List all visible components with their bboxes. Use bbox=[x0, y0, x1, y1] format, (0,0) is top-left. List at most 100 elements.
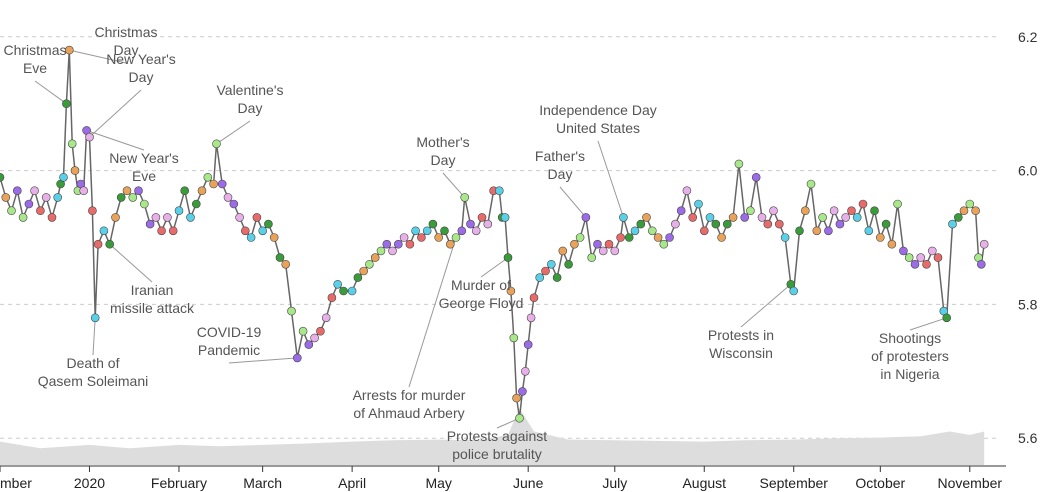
annotation-line: Day bbox=[238, 100, 263, 116]
annotation-label: Murder of George Floyd bbox=[439, 277, 524, 311]
data-point bbox=[789, 286, 799, 296]
data-point bbox=[564, 259, 573, 269]
annotation-line: Wisconsin bbox=[709, 345, 773, 361]
annotation-leader bbox=[34, 80, 67, 105]
annotation-line: Day bbox=[548, 166, 573, 182]
data-point bbox=[370, 253, 380, 262]
data-point bbox=[959, 206, 969, 215]
data-point bbox=[174, 206, 184, 215]
data-point bbox=[722, 219, 732, 229]
data-point bbox=[881, 219, 891, 229]
x-tick-label: March bbox=[243, 475, 282, 491]
data-point bbox=[552, 273, 562, 282]
data-point bbox=[440, 226, 449, 236]
data-point bbox=[581, 213, 591, 222]
data-point bbox=[818, 213, 827, 222]
data-point bbox=[90, 313, 100, 323]
annotation-line: Iranian bbox=[131, 282, 174, 298]
data-point bbox=[140, 199, 149, 209]
data-point bbox=[835, 219, 845, 229]
data-point bbox=[976, 259, 986, 269]
annotation-line: Protests in bbox=[708, 327, 774, 343]
data-point bbox=[269, 233, 279, 242]
data-point bbox=[870, 206, 879, 215]
data-point bbox=[619, 213, 628, 222]
annotation-label: Mother's Day bbox=[416, 134, 469, 168]
annotation-line: Eve bbox=[23, 60, 47, 76]
x-tick-label: 2020 bbox=[74, 475, 105, 491]
annotation-leader bbox=[92, 317, 96, 356]
x-tick-label: June bbox=[513, 475, 544, 491]
data-point bbox=[382, 239, 392, 249]
data-point bbox=[457, 226, 467, 236]
annotation-line: Mother's bbox=[416, 134, 469, 150]
data-point bbox=[333, 279, 343, 289]
x-axis-ticks: mber 2020 February March April May June July Aug… bbox=[0, 465, 1006, 491]
data-point bbox=[47, 213, 57, 222]
data-point bbox=[209, 179, 218, 189]
volume-area-layer bbox=[0, 408, 985, 465]
x-tick-label: July bbox=[602, 475, 627, 491]
data-point bbox=[757, 213, 767, 222]
data-point bbox=[275, 253, 285, 262]
data-point bbox=[88, 206, 97, 215]
data-point bbox=[252, 213, 262, 222]
annotation-label: COVID-19 Pandemic bbox=[197, 324, 262, 358]
annotation-leader bbox=[89, 89, 142, 138]
data-point bbox=[223, 193, 233, 202]
data-point bbox=[163, 213, 172, 222]
data-point bbox=[393, 239, 403, 249]
data-point bbox=[526, 313, 536, 323]
data-point bbox=[151, 213, 161, 222]
annotation-label: Iranian missile attack bbox=[110, 282, 195, 316]
annotation-leader bbox=[480, 257, 509, 278]
annotation-leader bbox=[442, 172, 466, 198]
annotation-leader bbox=[69, 49, 127, 64]
data-point bbox=[18, 213, 28, 222]
data-point bbox=[471, 226, 481, 236]
data-point bbox=[405, 239, 415, 249]
annotation-label: New Year's Day bbox=[106, 51, 176, 85]
data-point bbox=[105, 239, 114, 249]
data-point bbox=[728, 213, 738, 222]
data-point bbox=[676, 206, 686, 215]
data-point bbox=[971, 206, 980, 215]
data-point bbox=[806, 179, 816, 189]
annotation-line: Shootings bbox=[879, 330, 941, 346]
data-point bbox=[541, 266, 550, 276]
data-point bbox=[763, 219, 773, 229]
annotation-label: Father's Day bbox=[535, 148, 585, 182]
data-point bbox=[434, 233, 444, 242]
data-point bbox=[246, 233, 256, 242]
data-point bbox=[180, 186, 189, 195]
data-point bbox=[575, 233, 585, 242]
annotation-leader bbox=[109, 243, 153, 283]
series-line-layer bbox=[0, 50, 985, 419]
x-tick-label: November bbox=[937, 475, 1002, 491]
data-point bbox=[192, 199, 201, 209]
data-point bbox=[235, 213, 244, 222]
data-point bbox=[24, 199, 34, 209]
data-point bbox=[642, 213, 651, 222]
data-point bbox=[445, 239, 455, 249]
data-point bbox=[506, 286, 516, 296]
data-point bbox=[512, 393, 521, 403]
data-point bbox=[116, 193, 126, 202]
data-point bbox=[774, 219, 784, 229]
data-point bbox=[347, 286, 357, 296]
data-point bbox=[610, 246, 620, 256]
data-point bbox=[518, 387, 527, 396]
data-point bbox=[852, 213, 862, 222]
data-point bbox=[523, 340, 533, 349]
data-point bbox=[529, 293, 539, 303]
data-point bbox=[740, 213, 750, 222]
data-point bbox=[477, 213, 487, 222]
annotation-label: Independence Day United States bbox=[539, 102, 657, 136]
annotation-line: George Floyd bbox=[439, 295, 524, 311]
data-point bbox=[93, 239, 103, 249]
annotation-line: Murder of bbox=[451, 277, 511, 293]
data-point bbox=[587, 253, 597, 262]
data-point bbox=[59, 173, 68, 182]
annotation-label: Valentine's Day bbox=[216, 82, 283, 116]
